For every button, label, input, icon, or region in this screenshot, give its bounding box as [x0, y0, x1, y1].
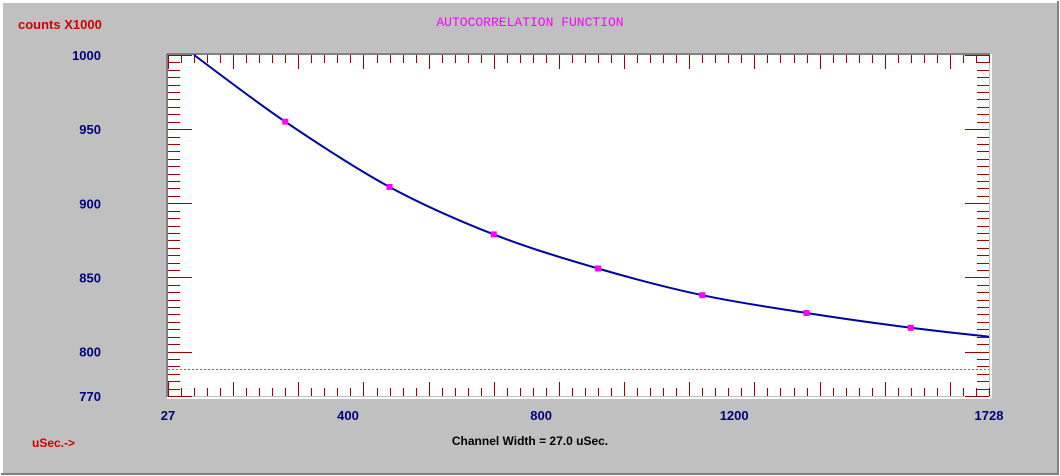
- x-tick-label: 800: [530, 408, 552, 423]
- y-tick-label: 850: [79, 270, 101, 285]
- data-marker: [803, 309, 810, 316]
- y-axis-unit-label: counts X1000: [18, 17, 102, 32]
- x-tick-label: 27: [161, 408, 175, 423]
- y-tick-label: 1000: [72, 48, 101, 63]
- data-marker: [907, 324, 914, 331]
- data-marker: [490, 231, 497, 238]
- x-tick-label: 400: [337, 408, 359, 423]
- data-marker: [595, 265, 602, 272]
- x-tick-label: 1200: [720, 408, 749, 423]
- x-tick-label: 1728: [975, 408, 1004, 423]
- plot-area: [168, 55, 989, 396]
- channel-width-label: Channel Width = 27.0 uSec.: [451, 434, 609, 448]
- y-tick-label: 770: [79, 389, 101, 404]
- axis-ticks: [168, 55, 990, 397]
- autocorrelation-curve: [193, 54, 990, 338]
- data-marker: [699, 292, 706, 299]
- data-marker: [282, 118, 289, 125]
- data-marker: [386, 183, 393, 190]
- chart-title: AUTOCORRELATION FUNCTION: [436, 15, 624, 30]
- y-tick-label: 800: [79, 345, 101, 360]
- x-axis-unit-label: uSec.->: [32, 436, 76, 450]
- y-tick-label: 950: [79, 122, 101, 137]
- y-tick-label: 900: [79, 196, 101, 211]
